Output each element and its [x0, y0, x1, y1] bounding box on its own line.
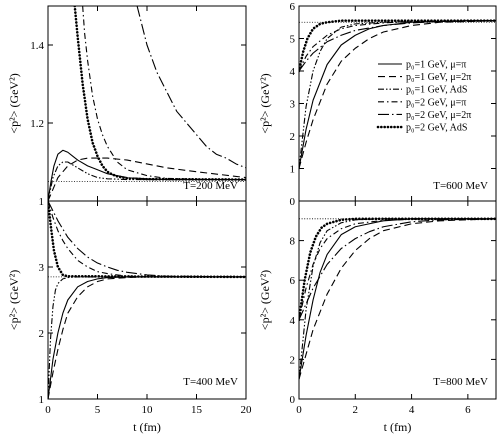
y-tick-label: 5 [290, 34, 296, 46]
series-line-longdashdot [48, 201, 246, 278]
series-group [299, 217, 496, 380]
y-tick-label: 3 [39, 262, 45, 274]
x-axis-title: t (fm) [133, 420, 161, 434]
temperature-label: T=600 MeV [433, 180, 488, 192]
y-tick-label: 8 [290, 236, 296, 248]
legend-entry-label: p₀=2 GeV, AdS [406, 123, 467, 134]
x-tick-label: 10 [142, 404, 154, 416]
series-line-dashdot [299, 218, 496, 320]
y-tick-label: 6 [290, 275, 296, 287]
series-line-dashed [299, 20, 496, 169]
plot-frame [298, 200, 497, 400]
series-line-solid [299, 218, 496, 380]
series-line-dotted [299, 217, 496, 322]
y-axis-title: <p²> (GeV²) [7, 270, 21, 330]
series-line-longdashdot [136, 6, 246, 169]
panel-3: 1 2 3 0 5 10 15 20 t (fm) <p²> (GeV²) T=400 MeV [7, 200, 253, 434]
series-group [48, 201, 246, 399]
y-tick-label: 1 [290, 164, 296, 176]
series-line-dotted [299, 19, 496, 73]
series-line-dashdot [48, 201, 246, 278]
plot-frame [298, 5, 497, 202]
y-tick-label: 0 [290, 394, 296, 406]
x-tick-label: 0 [45, 404, 51, 416]
legend-entry-label: p₀=1 GeV, μ=2π [406, 72, 471, 83]
y-tick-label: 2 [290, 131, 296, 143]
series-group [48, 6, 246, 201]
x-tick-label: 5 [95, 404, 101, 416]
series-line-dashed [299, 218, 496, 380]
series-line-dashdotdot [299, 218, 496, 380]
temperature-label: T=200 MeV [183, 180, 238, 192]
y-tick-label: 1 [39, 196, 45, 208]
series-line-dashdot [299, 20, 496, 72]
plot-frame [47, 200, 247, 400]
series-group [299, 19, 496, 169]
x-tick-label: 4 [409, 404, 415, 416]
y-tick-label: 1 [39, 394, 45, 406]
panel-4: 0 2 4 6 8 0 2 4 6 t (fm) <p²> (GeV²) T=800 MeV [258, 200, 497, 434]
y-tick-label: 1.2 [30, 118, 44, 130]
series-line-dashdotdot [48, 161, 246, 201]
series-line-dotted [48, 201, 246, 279]
y-tick-label: 1.4 [30, 40, 44, 52]
y-tick-label: 3 [290, 99, 296, 111]
legend: p₀=1 GeV, μ=πp₀=1 GeV, μ=2π p₀=1 GeV, AdS… [376, 60, 471, 134]
series-line-dotted [73, 6, 246, 181]
y-tick-label: 4 [290, 315, 296, 327]
y-tick-label: 6 [290, 1, 296, 13]
legend-entry-label: p₀=1 GeV, AdS [406, 85, 467, 96]
y-tick-label: 2 [39, 328, 45, 340]
series-line-dashdot [82, 6, 246, 181]
legend-entry-label: p₀=2 GeV, μ=π [406, 97, 466, 108]
series-line-longdashdot [299, 218, 496, 321]
temperature-label: T=400 MeV [183, 376, 238, 388]
y-tick-label: 0 [290, 196, 296, 208]
x-tick-label: 20 [241, 404, 253, 416]
y-tick-label: 4 [290, 66, 296, 78]
x-axis-title: t (fm) [384, 420, 412, 434]
series-line-dashed [48, 276, 246, 399]
x-tick-label: 6 [465, 404, 471, 416]
x-tick-label: 0 [296, 404, 302, 416]
temperature-label: T=800 MeV [433, 376, 488, 388]
y-tick-label: 2 [290, 354, 296, 366]
y-axis-title: <p²> (GeV²) [258, 73, 272, 133]
legend-entry-label: p₀=1 GeV, μ=π [406, 60, 466, 71]
panel-2: 0 1 2 3 4 5 6 <p²> (GeV²) T=600 MeV p₀=1 GeV, μ=π… [258, 1, 497, 208]
y-axis-title: <p²> (GeV²) [258, 270, 272, 330]
series-line-dashdotdot [299, 20, 496, 169]
series-line-dashed [48, 157, 246, 201]
series-line-longdashdot [299, 20, 496, 72]
panel-1: 1 1.2 1.4 <p²> (GeV²) T=200 MeV [7, 5, 247, 208]
x-tick-label: 15 [191, 404, 203, 416]
legend-entry-label: p₀=2 GeV, μ=2π [406, 110, 471, 121]
x-tick-label: 2 [353, 404, 359, 416]
y-axis-title: <p²> (GeV²) [7, 73, 21, 133]
